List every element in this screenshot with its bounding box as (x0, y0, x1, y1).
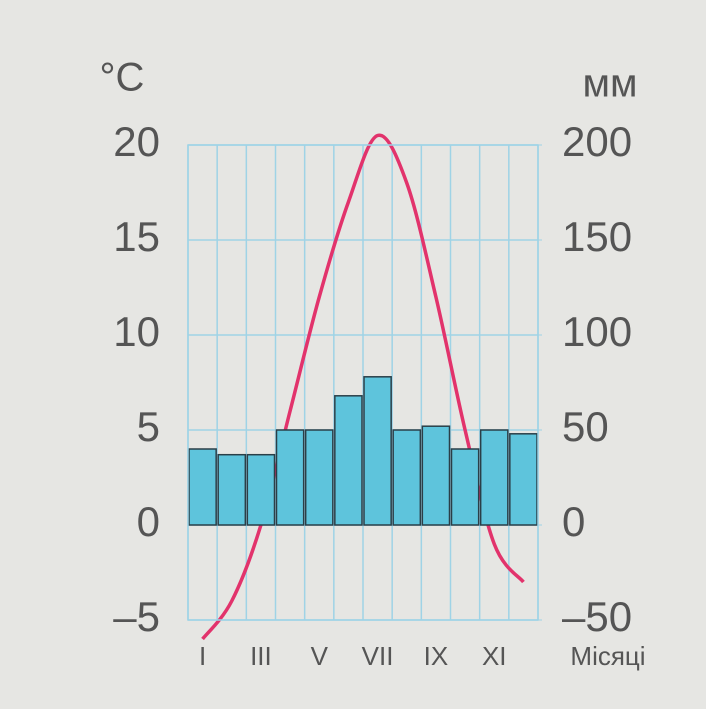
y-tick-label: 15 (113, 213, 160, 260)
bar (509, 433, 538, 526)
x-title: Місяці (570, 641, 645, 671)
y-tick-label: 20 (113, 118, 160, 165)
bar (246, 453, 276, 526)
y-unit: °C (100, 56, 145, 100)
bar (304, 429, 334, 526)
y2-tick-label: 100 (562, 308, 632, 355)
bar (334, 395, 363, 526)
bar (450, 448, 480, 526)
x-tick-label: IX (424, 641, 449, 671)
y2-tick-label: 200 (562, 118, 632, 165)
bar (392, 429, 422, 526)
y2-unit: мм (583, 62, 638, 106)
bar (275, 429, 305, 526)
y2-tick-label: –50 (562, 593, 632, 640)
y-tick-label: 0 (137, 498, 160, 545)
bar (363, 376, 392, 526)
y-tick-label: –5 (113, 593, 160, 640)
x-tick-label: III (250, 641, 272, 671)
bar (421, 425, 451, 526)
x-tick-label: V (311, 641, 329, 671)
y2-tick-label: 150 (562, 213, 632, 260)
y2-tick-label: 50 (562, 403, 609, 450)
bar (217, 453, 247, 526)
x-tick-label: I (199, 641, 206, 671)
y-tick-label: 5 (137, 403, 160, 450)
plot-frame (187, 144, 539, 621)
y-tick-label: 10 (113, 308, 160, 355)
y2-tick-label: 0 (562, 498, 585, 545)
x-tick-label: XI (482, 641, 507, 671)
x-tick-label: VII (362, 641, 394, 671)
bar (188, 448, 217, 526)
bar (479, 429, 509, 526)
